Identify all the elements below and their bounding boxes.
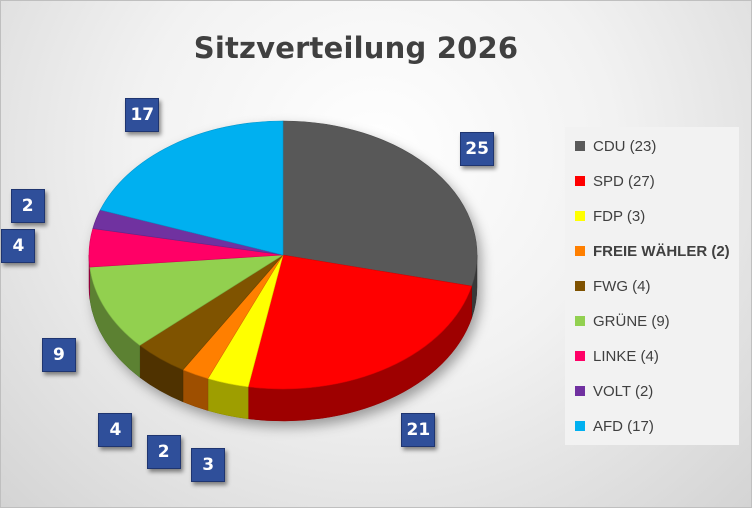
legend-label: LINKE (4) bbox=[593, 347, 659, 365]
legend-item: SPD (27) bbox=[575, 171, 655, 191]
data-label: 2 bbox=[10, 188, 45, 223]
data-label: 4 bbox=[1, 228, 36, 263]
legend-swatch bbox=[575, 386, 585, 396]
legend-label: CDU (23) bbox=[593, 137, 657, 155]
pie-slice-0 bbox=[282, 120, 478, 287]
legend-item: AFD (17) bbox=[575, 416, 654, 436]
legend-label: FREIE WÄHLER (2) bbox=[593, 242, 730, 260]
data-label: 4 bbox=[98, 413, 133, 448]
data-label: 3 bbox=[191, 448, 226, 482]
pie-slice-5 bbox=[89, 254, 284, 346]
pie-slice-1 bbox=[247, 254, 473, 390]
legend-item: LINKE (4) bbox=[575, 346, 659, 366]
legend-swatch bbox=[575, 141, 585, 151]
pie-slice-8 bbox=[99, 120, 284, 256]
legend-label: FWG (4) bbox=[593, 277, 651, 295]
legend-swatch bbox=[575, 316, 585, 326]
legend-item: FWG (4) bbox=[575, 276, 651, 296]
data-label: 25 bbox=[460, 131, 495, 166]
legend-label: FDP (3) bbox=[593, 207, 646, 225]
data-label: 2 bbox=[146, 435, 181, 470]
legend-swatch bbox=[575, 281, 585, 291]
data-label: 9 bbox=[41, 337, 76, 372]
legend-label: GRÜNE (9) bbox=[593, 312, 670, 330]
legend-item: VOLT (2) bbox=[575, 381, 653, 401]
legend-swatch bbox=[575, 351, 585, 361]
legend-label: AFD (17) bbox=[593, 417, 654, 435]
legend-swatch bbox=[575, 211, 585, 221]
legend-label: VOLT (2) bbox=[593, 382, 654, 400]
data-label: 17 bbox=[125, 97, 160, 132]
legend-item: FREIE WÄHLER (2) bbox=[575, 241, 730, 261]
legend-item: GRÜNE (9) bbox=[575, 311, 670, 331]
legend-swatch bbox=[575, 246, 585, 256]
legend-swatch bbox=[575, 421, 585, 431]
data-label: 21 bbox=[401, 412, 436, 447]
legend-item: FDP (3) bbox=[575, 206, 645, 226]
chart-title: Sitzverteilung 2026 bbox=[193, 31, 519, 65]
legend-swatch bbox=[575, 176, 585, 186]
legend-label: SPD (27) bbox=[593, 172, 655, 190]
legend: CDU (23) SPD (27) FDP (3) FREIE WÄHLER (2) F… bbox=[565, 127, 739, 445]
legend-item: CDU (23) bbox=[575, 136, 656, 156]
